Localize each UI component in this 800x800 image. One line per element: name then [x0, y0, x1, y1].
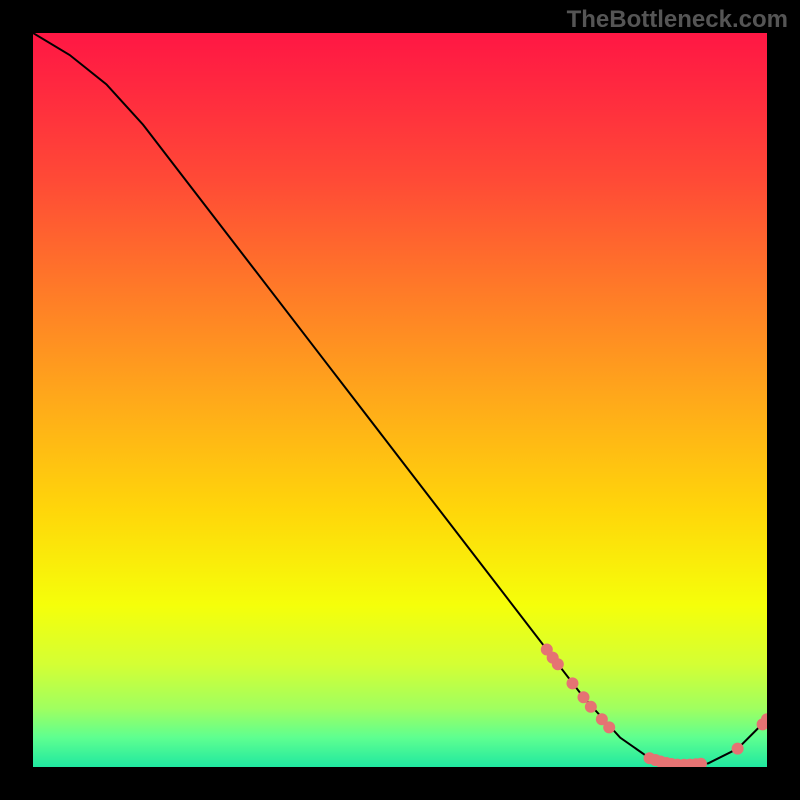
data-marker — [585, 701, 597, 713]
bottleneck-curve — [33, 33, 767, 765]
data-marker — [603, 721, 615, 733]
chart-svg — [33, 33, 767, 767]
watermark-text: TheBottleneck.com — [567, 6, 788, 34]
data-marker — [578, 691, 590, 703]
data-marker — [566, 677, 578, 689]
data-marker — [732, 743, 744, 755]
data-marker — [552, 658, 564, 670]
marker-group — [541, 644, 767, 767]
